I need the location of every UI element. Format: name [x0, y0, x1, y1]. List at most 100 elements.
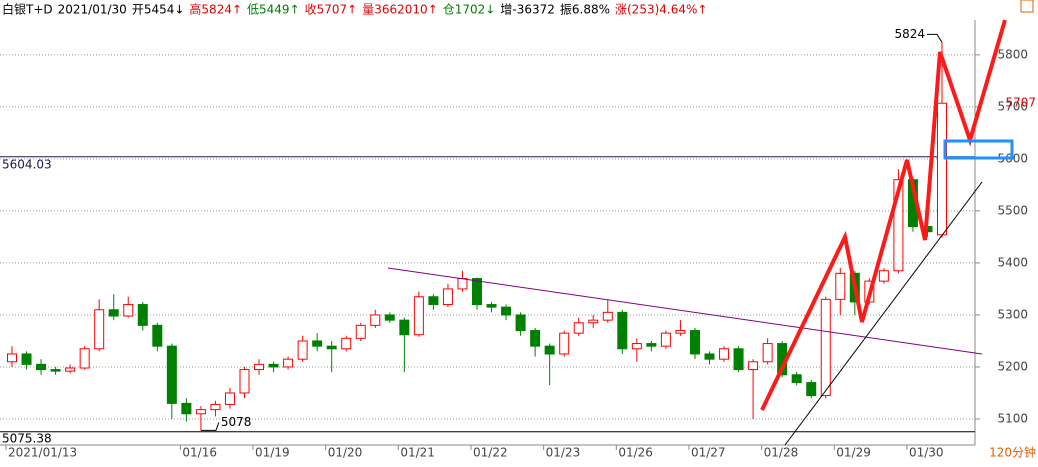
x-tick-label: 01/26 [618, 446, 653, 460]
candle-body [254, 363, 265, 371]
candle-body [152, 324, 163, 347]
candle-body [239, 369, 250, 394]
reference-label: 5075.38 [2, 431, 52, 445]
candle-body [791, 374, 802, 384]
candle-body [573, 322, 584, 334]
candle-body [602, 311, 613, 321]
candle-body [719, 348, 730, 360]
candle-body [94, 309, 105, 350]
x-tick-label: 01/19 [255, 446, 290, 460]
drawings [387, 19, 1014, 446]
candle-body [195, 409, 206, 415]
candle-body [501, 306, 512, 316]
candle-body [36, 363, 47, 371]
highlight-box [943, 139, 1014, 160]
candle-body [820, 298, 831, 397]
candle-body [559, 332, 570, 355]
candle-body [428, 296, 439, 306]
y-tick-label: 5400 [997, 255, 1028, 269]
x-tick-label: 01/16 [182, 446, 217, 460]
high-label: 5824 [894, 27, 925, 41]
candle-body [748, 361, 759, 371]
trend-line [784, 181, 983, 446]
y-tick-label: 5800 [997, 47, 1028, 61]
candle-body [297, 340, 308, 360]
y-tick-label: 5200 [997, 359, 1028, 373]
candle-body [704, 353, 715, 360]
candle-body [65, 367, 76, 372]
x-tick-label: 01/30 [909, 446, 944, 460]
candle-body [675, 330, 686, 334]
period-label: 120分钟 [989, 445, 1036, 460]
candle-body [312, 340, 323, 347]
candle-body [384, 314, 395, 321]
header-item: 振6.88% [560, 3, 610, 17]
candle-body [486, 304, 497, 308]
candle-body [646, 343, 657, 347]
candle-body [631, 343, 642, 350]
candle-body [50, 369, 61, 372]
candle-body [341, 337, 352, 350]
plot: 510052005300540055005600570058005604.035… [0, 27, 1036, 460]
header-item: 涨(253)4.64%↑ [615, 2, 707, 17]
candle-body [181, 402, 192, 415]
x-tick-label: 01/21 [400, 446, 435, 460]
y-tick-label: 5100 [997, 411, 1028, 425]
x-tick-label: 01/20 [328, 446, 363, 460]
candle-body [442, 288, 453, 306]
header-item: 量3662010↑ [362, 3, 438, 17]
x-tick-label: 01/29 [836, 446, 871, 460]
candle-body [326, 345, 337, 350]
candle-body [689, 330, 700, 355]
candle-body [21, 353, 32, 365]
candle-body [806, 382, 817, 397]
header-item: 收5707↑ [305, 3, 358, 17]
header-item: 白银T+D [2, 2, 53, 17]
corner-icon[interactable] [1020, 0, 1034, 13]
header-item: 高5824↑ [189, 2, 242, 17]
header-item: 低5449↑ [247, 3, 300, 17]
candle-body [283, 358, 294, 368]
candle-body [370, 314, 381, 326]
candle-body [617, 311, 628, 350]
candle-body [515, 314, 526, 332]
candle-body [137, 304, 148, 326]
x-tick-label: 2021/01/13 [8, 446, 77, 460]
y-tick-label: 5700 [997, 99, 1028, 113]
x-tick-label: 01/27 [691, 446, 726, 460]
candle-body [544, 345, 555, 355]
candle-body [530, 330, 541, 347]
high-marker [927, 33, 943, 43]
header-item: 开5454↓ [132, 3, 185, 17]
candle-body [457, 278, 468, 290]
header: 白银T+D 2021/01/30 开5454↓ 高5824↑ 低5449↑ 收5707↑ 量… [2, 2, 707, 17]
arrow-path [760, 19, 1007, 411]
candle-body [224, 392, 235, 405]
x-tick-label: 01/28 [764, 446, 799, 460]
candle-body [733, 348, 744, 371]
y-tick-label: 5500 [997, 203, 1028, 217]
trend-line [387, 267, 983, 355]
x-tick-label: 01/23 [546, 446, 581, 460]
x-tick-label: 01/22 [473, 446, 508, 460]
candle-body [835, 272, 846, 300]
low-marker [200, 422, 220, 431]
y-tick-label: 5300 [997, 307, 1028, 321]
candle-body [588, 319, 599, 324]
candle-body [893, 179, 904, 272]
candle-body [123, 304, 134, 317]
candle-body [937, 102, 947, 236]
candle-body [108, 309, 119, 317]
candle-body [472, 278, 482, 306]
header-item: 仓1702↓ [443, 3, 496, 17]
candle-body [79, 348, 90, 369]
candle-body [878, 270, 889, 282]
candle-body [762, 343, 773, 363]
candle-body [210, 403, 221, 411]
low-label: 5078 [221, 415, 252, 429]
candle-body [166, 345, 177, 404]
header-item: 增-36372 [500, 3, 555, 17]
candle-body [413, 296, 424, 336]
